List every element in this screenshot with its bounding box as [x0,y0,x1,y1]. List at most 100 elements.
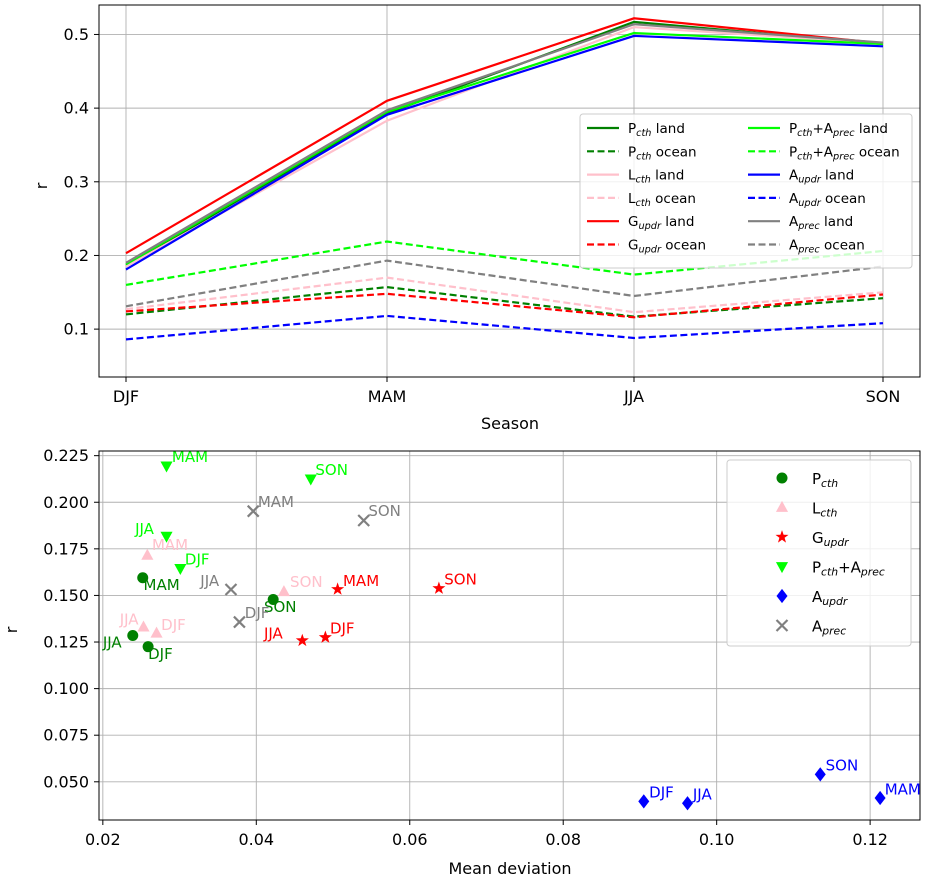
series-line [125,259,884,308]
y-tick-label: 0.225 [43,446,89,465]
legend-label-part: L [628,168,636,184]
legend-label: Aprec [812,618,846,638]
y-tick-label: 0.075 [43,726,89,745]
legend-label-part: cth [797,151,812,162]
series-line [125,285,884,318]
line-chart-legend-box [579,113,913,269]
scatter-point [137,620,150,632]
legend-label-part: updr [638,221,661,232]
point-label: MAM [152,536,188,554]
legend-label-part: prec [832,151,855,162]
legend-label-part: prec [860,565,885,578]
legend-label-part: P [789,121,797,137]
legend-label: Pcth+Aprec [812,559,885,579]
scatter-point [160,461,173,473]
scatter-point [331,582,345,595]
series-line [125,276,884,314]
scatter-point [277,585,290,597]
legend-label-part: updr [798,197,821,208]
legend-label-part: cth [797,128,812,139]
point-label: MAM [885,780,921,798]
series-line [125,314,884,341]
point-label: MAM [144,576,180,594]
legend-label: Gupdr [812,529,849,549]
legend-label-part: cth [636,174,651,185]
legend-label-part: ocean [651,144,696,160]
y-tick-label: 0.200 [43,493,89,512]
scatter-point [150,626,163,638]
scatter-chart-ylabel: r [2,626,21,633]
legend-label-part: + [812,121,823,137]
x-tick-label: SON [866,387,901,406]
y-tick-label: 0.175 [43,539,89,558]
legend-label-part: P [812,559,821,577]
legend-label: Pcth ocean [628,144,697,162]
legend-label-part: ocean [855,144,900,160]
legend-label: Lcth [812,500,838,520]
legend-label-part: A [789,168,799,184]
point-label: DJF [330,620,355,638]
legend-label-part: prec [797,221,820,232]
legend-label: Aupdr ocean [789,191,866,209]
point-label: SON [315,461,348,479]
series-line [125,31,884,266]
legend-label-part: G [628,214,638,230]
legend-label: Pcth+Aprec land [789,121,888,139]
scatter-point [814,767,826,782]
series-line [125,292,884,319]
point-label: SON [826,757,859,775]
scatter-point [246,504,260,518]
y-tick-label: 0.050 [43,772,89,791]
x-tick-label: 0.08 [545,830,581,849]
legend-label: Lcth land [628,168,684,186]
scatter-chart-legend-entries: Pcth Lcth Gupdr Pcth+Aprec Aupdr Aprec [775,470,885,638]
point-label: SON [264,598,297,616]
point-label: JJA [263,624,284,642]
legend-label-part: land [855,121,888,137]
y-tick-label: 0.1 [64,320,89,339]
legend-label-part: land [820,214,853,230]
legend-label-part: A [824,144,834,160]
legend-label-part: + [838,559,851,577]
scatter-chart-ticks: 0.02 0.04 0.06 0.08 0.10 0.12 0.050 0.075 0.100 0… [43,446,888,849]
scatter-point [233,615,246,629]
scatter-chart-grid [99,451,920,820]
scatter-point [357,514,370,527]
point-label: DJF [148,645,173,663]
series-line [125,34,884,271]
y-tick-label: 0.150 [43,586,89,605]
legend-label-part: prec [821,624,846,637]
scatter-point [682,796,694,811]
legend-label-part: P [812,470,821,488]
legend-marker [775,500,789,512]
x-tick-label: 0.12 [852,830,888,849]
legend-label: Aupdr [812,588,848,608]
legend-label: Pcth [812,470,838,490]
x-tick-label: JJA [623,387,644,406]
legend-label-part: updr [822,595,848,608]
legend-label-part: A [789,191,799,207]
point-label: JJA [199,572,220,590]
scatter-chart-points: DJFMAMJJASONDJFMAMJJASONDJFMAMJJASONDJFM… [102,448,921,811]
legend-label-part: P [628,144,636,160]
scatter-chart: DJFMAMJJASONDJFMAMJJASONDJFMAMJJASONDJFM… [2,446,921,878]
legend-label-part: land [651,168,684,184]
x-tick-label: 0.04 [238,830,274,849]
legend-marker [776,588,788,604]
legend-label-part: A [789,214,799,230]
legend-label-part: prec [797,244,820,255]
y-tick-label: 0.4 [64,99,89,118]
scatter-point [318,630,332,643]
legend-label-part: ocean [661,238,706,254]
legend-marker [775,530,789,543]
legend-label-part: A [824,121,834,137]
legend-label-part: updr [798,174,821,185]
legend-label: Pcth land [628,121,685,139]
scatter-point [638,794,650,809]
scatter-chart-legend: Pcth Lcth Gupdr Pcth+Aprec Aupdr Aprec [726,459,912,647]
series-line [125,240,884,286]
point-label: MAM [172,448,208,466]
